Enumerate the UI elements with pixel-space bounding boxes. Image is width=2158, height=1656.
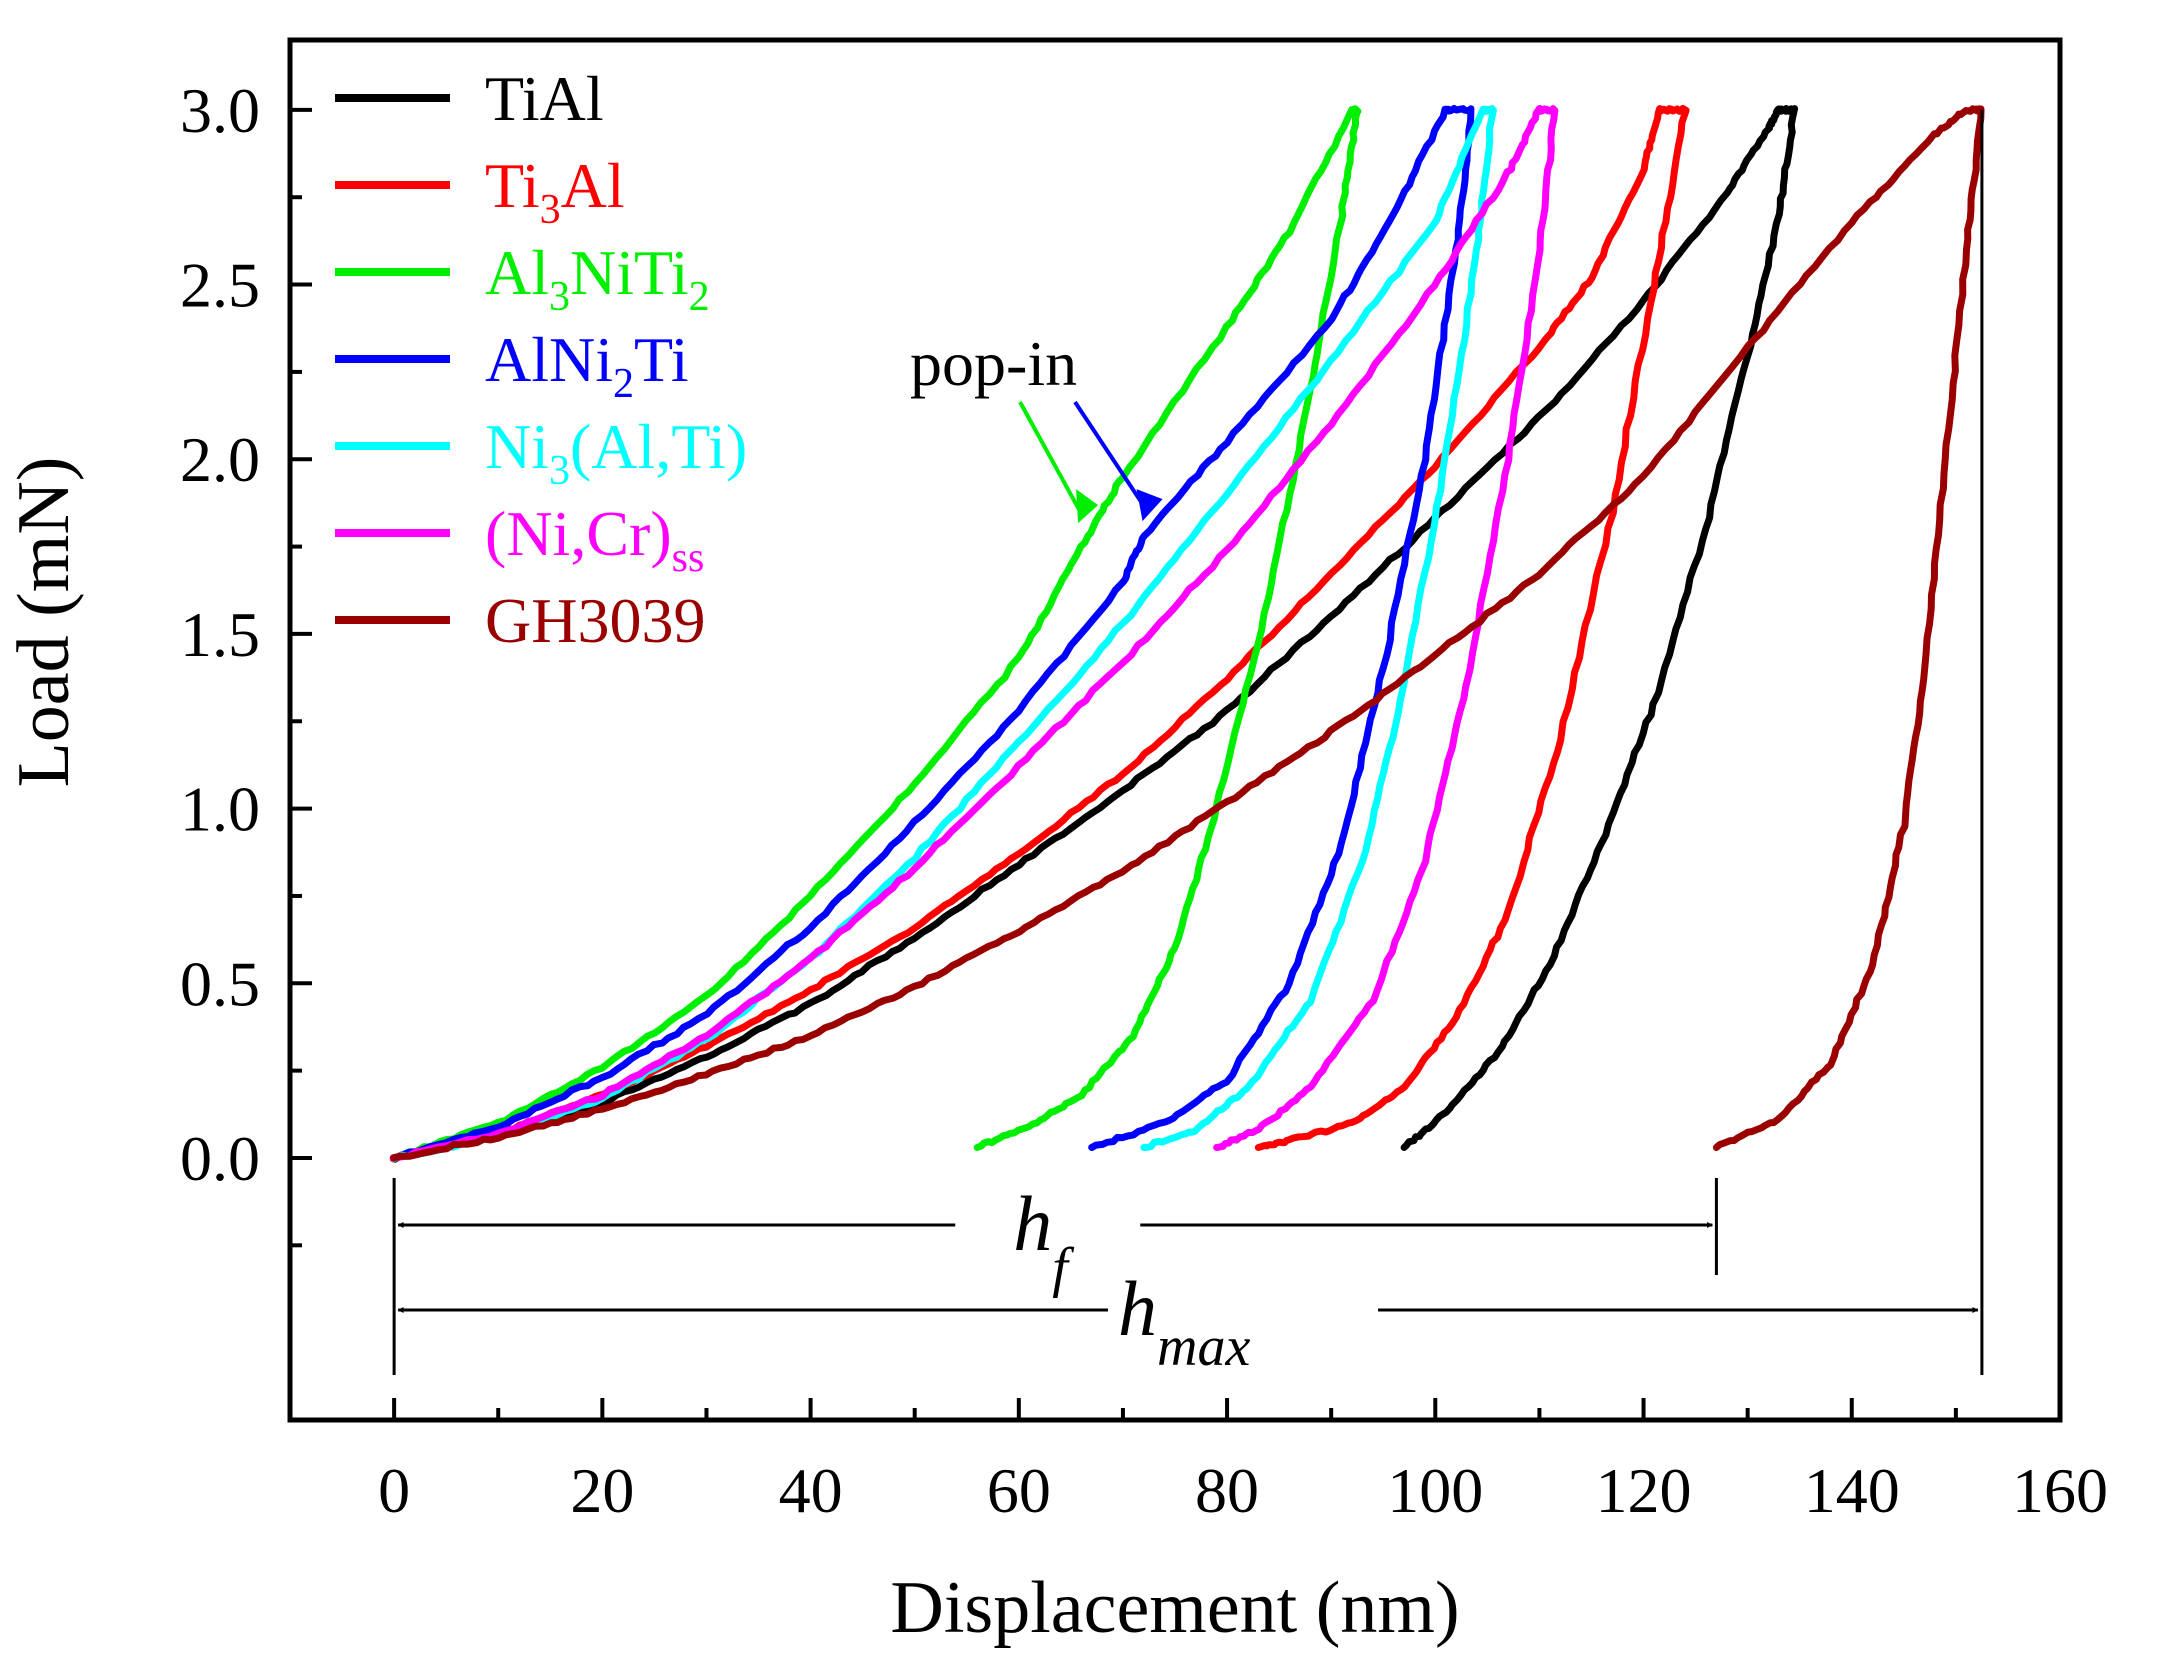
legend-label: Al3NiTi2 (485, 237, 710, 320)
series-GH3039 (390, 105, 1985, 1162)
legend-label: Ti3Al (485, 150, 625, 233)
x-tick-label: 0 (378, 1455, 410, 1526)
popin-arrow-green (1018, 401, 1084, 517)
legend-item: Al3NiTi2 (335, 237, 710, 320)
y-tick-label: 3.0 (180, 75, 260, 146)
series-AlNi2Ti (390, 105, 1475, 1162)
x-tick-label: 40 (779, 1455, 843, 1526)
x-axis-title: Displacement (nm) (890, 1567, 1459, 1649)
plot-frame (287, 37, 2063, 1423)
series-line (391, 105, 1799, 1163)
y-tick-label: 1.0 (180, 774, 260, 845)
legend-label: AlNi2Ti (485, 324, 689, 407)
x-tick-label: 80 (1195, 1455, 1259, 1526)
hmax-subscript: max (1157, 1316, 1250, 1378)
y-tick-label: 0.0 (180, 1123, 260, 1194)
x-tick-label: 20 (570, 1455, 634, 1526)
series-line (389, 104, 1690, 1163)
legend-item: GH3039 (335, 585, 705, 656)
curves (389, 104, 1985, 1163)
legend-label: Ni3(Al,Ti) (485, 411, 747, 494)
legend-label: (Ni,Cr)ss (485, 498, 704, 581)
popin-arrowhead-green (1076, 489, 1099, 524)
legend-item: (Ni,Cr)ss (335, 498, 704, 581)
legend-item: AlNi2Ti (335, 324, 689, 407)
series-Al3NiTi2 (390, 105, 1362, 1163)
legend-item: TiAl (335, 63, 604, 134)
hf-label: hf (1013, 1180, 1075, 1299)
legend-label: GH3039 (485, 585, 705, 656)
x-tick-label: 160 (2012, 1455, 2108, 1526)
y-tick-label: 1.5 (180, 599, 260, 670)
series-line (390, 105, 1985, 1162)
axes: 0 20 40 60 80 100 120 140 160 0.0 0.5 1.0 1.5 2.0 2.5 3… (180, 75, 2108, 1526)
legend-label: TiAl (485, 63, 604, 134)
y-tick-label: 2.0 (180, 424, 260, 495)
legend: TiAl Ti3AlAl3NiTi2AlNi2TiNi3(Al,Ti)(Ni,Cr… (335, 63, 747, 656)
x-tick-label: 100 (1387, 1455, 1483, 1526)
y-tick-label: 2.5 (180, 250, 260, 321)
x-tick-label: 140 (1804, 1455, 1900, 1526)
legend-item: Ti3Al (335, 150, 625, 233)
series-Ti3Al (389, 104, 1690, 1163)
series-(Ni,Cr)ss (389, 104, 1559, 1162)
series-TiAl (391, 105, 1799, 1163)
popin-arrowhead-blue (1136, 489, 1163, 522)
y-tick-label: 0.5 (180, 948, 260, 1019)
popin-arrow-blue (1073, 400, 1151, 515)
series-line (389, 104, 1559, 1162)
x-tick-label: 120 (1596, 1455, 1692, 1526)
hf-subscript: f (1052, 1237, 1075, 1299)
x-tick-label: 60 (987, 1455, 1051, 1526)
popin-label: pop-in (910, 328, 1077, 399)
series-line (390, 105, 1475, 1162)
y-axis-title: Load (mN) (3, 457, 85, 788)
legend-item: Ni3(Al,Ti) (335, 411, 747, 494)
hmax-label: hmax (1118, 1265, 1250, 1378)
series-line (390, 105, 1362, 1163)
